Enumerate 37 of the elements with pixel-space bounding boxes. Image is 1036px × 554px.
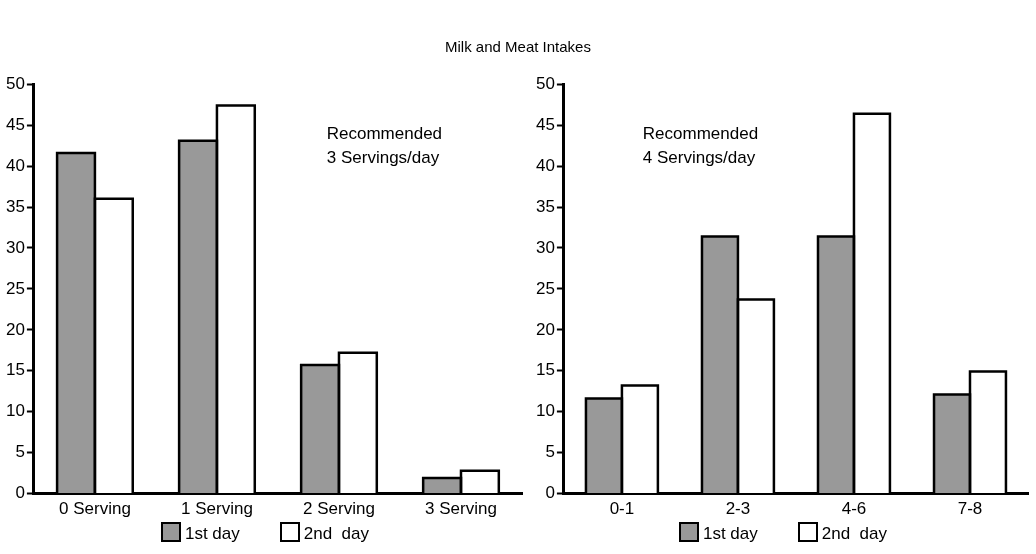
annotation: Recommended 4 Servings/day — [642, 124, 759, 168]
y-tick-label: 50 — [535, 73, 555, 93]
x-tick-label: 0 Serving — [59, 499, 131, 519]
x-tick-label: 1 Serving — [181, 499, 253, 519]
y-tick-label: 5 — [545, 442, 555, 462]
y-tick-label: 0 — [545, 483, 555, 503]
y-tick-label: 20 — [5, 319, 25, 339]
y-tick-label: 20 — [535, 319, 555, 339]
y-tick-label: 40 — [5, 155, 25, 175]
y-tick-label: 45 — [535, 114, 555, 134]
y-tick-label: 40 — [535, 155, 555, 175]
x-tick-label: 2-3 — [725, 499, 751, 519]
series-label: 2nd day — [821, 524, 888, 543]
legend-label: 1st day — [184, 524, 240, 543]
y-tick-label: 30 — [5, 237, 25, 257]
x-tick-label: 3 Serving — [425, 499, 497, 519]
y-tick-label: 15 — [535, 360, 555, 380]
y-tick-label: 35 — [5, 196, 25, 216]
y-tick-label: 30 — [535, 237, 555, 257]
annotation: Recommended 3 Servings/day — [326, 124, 443, 168]
y-tick-label: 35 — [535, 196, 555, 216]
y-tick-label: 25 — [535, 278, 555, 298]
y-tick-label: 10 — [5, 401, 25, 421]
chart-title: Milk and Meat Intakes — [444, 38, 592, 55]
series-label: 2nd day — [303, 524, 370, 543]
x-tick-label: 7-8 — [957, 499, 983, 519]
y-tick-label: 45 — [5, 114, 25, 134]
y-tick-label: 15 — [5, 360, 25, 380]
y-tick-label: 10 — [535, 401, 555, 421]
y-tick-label: 25 — [5, 278, 25, 298]
x-tick-label: 4-6 — [841, 499, 867, 519]
y-tick-label: 50 — [5, 73, 25, 93]
y-tick-label: 5 — [15, 442, 25, 462]
y-tick-label: 0 — [15, 483, 25, 503]
x-tick-label: 0-1 — [609, 499, 635, 519]
x-tick-label: 2 Serving — [303, 499, 375, 519]
legend-label: 1st day — [702, 524, 758, 543]
